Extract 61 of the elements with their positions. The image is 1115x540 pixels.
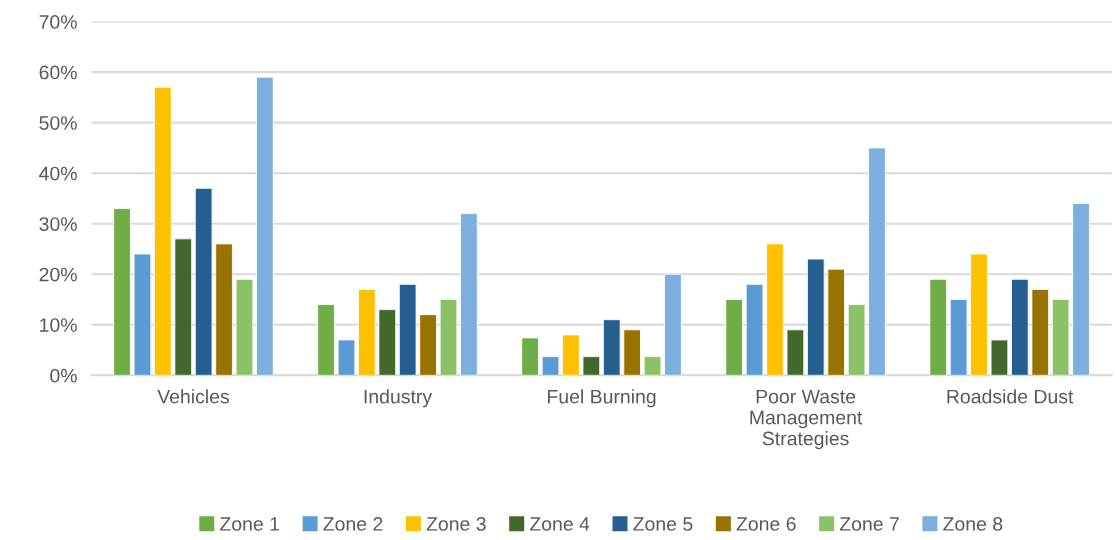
bar [807,258,825,376]
bar [623,329,641,376]
bar [1031,288,1050,376]
legend-label: Zone 5 [633,517,693,531]
bar [745,283,764,376]
bar [1011,278,1029,376]
bar [582,356,601,376]
bar [541,356,560,376]
legend-label: Zone 7 [839,517,899,531]
bar [419,314,437,376]
bar [133,253,152,376]
y-tick-label: 50% [39,116,77,130]
y-tick-label: 20% [39,267,77,282]
y-tick-label: 60% [39,65,77,80]
bar [235,278,254,376]
x-tick-label: Poor Waste Management Strategies [750,389,863,450]
legend-label: Zone 1 [220,517,280,531]
bar [725,299,743,376]
y-tick-label: 10% [40,318,77,333]
bar [378,309,397,376]
bar [439,299,458,376]
bar [847,304,866,376]
bar [1072,203,1090,376]
bar [1051,299,1070,376]
bar [398,283,417,376]
bar [194,187,213,376]
bar [256,76,274,376]
bar [174,238,193,376]
legend-label: Zone 6 [736,517,796,531]
bar [602,319,621,376]
bar [113,208,131,376]
legend-label: Zone 2 [323,517,383,531]
bar [868,147,886,376]
legend-label: Zone 8 [943,517,1003,531]
x-tick-label: Industry [364,389,433,408]
bar [562,334,580,376]
y-tick-label: 70% [39,15,77,29]
legend-label: Zone 3 [426,517,486,531]
bar [766,243,784,376]
y-tick-label: 0% [50,368,77,383]
y-tick-label: 40% [39,166,77,181]
bar [970,253,988,376]
bar [990,339,1009,376]
bar [358,288,376,376]
x-tick-label: Vehicles [157,389,229,404]
bar [460,213,478,376]
bar [154,86,172,376]
bar [337,339,356,376]
bar [317,304,335,376]
bar [949,299,968,376]
bar [786,329,805,376]
x-tick-label: Roadside Dust [947,389,1074,404]
y-tick-label: 30% [39,217,77,231]
x-tick-label: Fuel Burning [548,389,656,408]
bar [929,278,947,376]
bar [643,356,662,376]
bar [664,273,682,376]
bar [215,243,233,376]
legend-label: Zone 4 [529,517,590,531]
bar [827,268,845,376]
bar [521,337,539,376]
